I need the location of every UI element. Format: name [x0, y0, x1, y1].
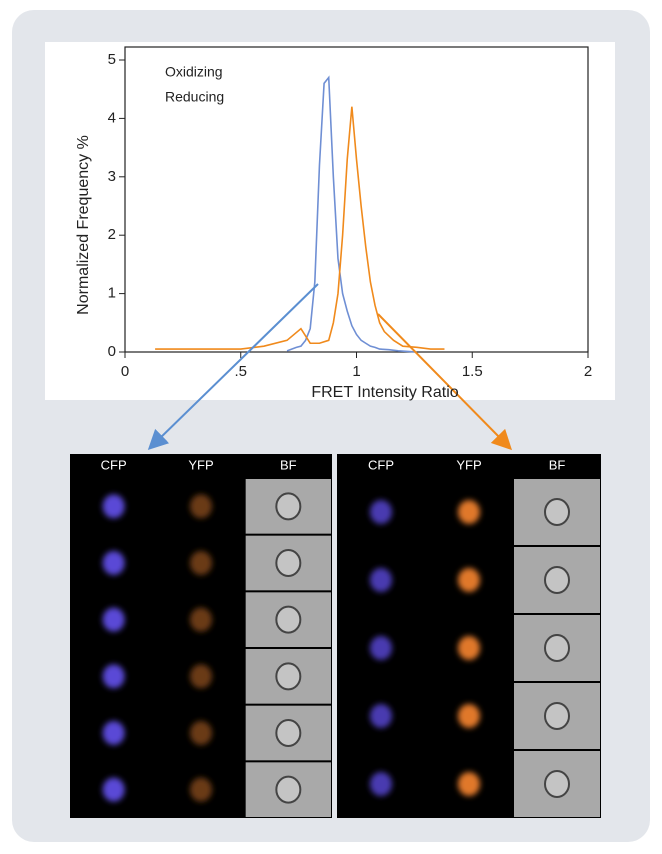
x-axis-title: FRET Intensity Ratio [311, 384, 458, 401]
bf-cell [275, 549, 302, 577]
yfp-cell [190, 777, 212, 802]
yfp-cell [190, 721, 212, 745]
cfp-cell [370, 704, 392, 728]
cfp-cell [370, 772, 392, 796]
bf-cell [544, 702, 570, 730]
cfp-cell [102, 721, 125, 745]
panel-header: BF [280, 457, 297, 472]
panel-header: YFP [188, 457, 213, 472]
x-tick-label: 0 [121, 363, 129, 380]
arrow [377, 313, 513, 451]
bf-cell [275, 662, 302, 691]
yfp-cell [190, 607, 212, 632]
yfp-cell [190, 664, 212, 689]
x-tick-label: .5 [234, 363, 247, 380]
y-tick-label: 5 [108, 51, 116, 68]
cfp-cell [370, 636, 392, 660]
x-tick-label: 1 [352, 363, 360, 380]
y-tick-label: 1 [108, 285, 116, 302]
x-tick-label: 2 [584, 363, 592, 380]
cfp-cell [102, 664, 125, 689]
bf-cell [544, 770, 570, 798]
bf-cell [544, 498, 570, 526]
y-tick-label: 3 [108, 168, 116, 185]
bf-cell [544, 566, 570, 594]
panel-header: CFP [368, 457, 394, 472]
panel-header: CFP [101, 457, 127, 472]
yfp-cell [458, 636, 480, 660]
yfp-cell [190, 494, 212, 519]
cfp-cell [102, 777, 125, 802]
bf-cell [544, 634, 570, 662]
cfp-cell [102, 551, 125, 575]
y-axis-title: Normalized Frequency % [75, 135, 92, 315]
yfp-cell [458, 704, 480, 728]
arrow [147, 283, 319, 450]
panel-header: BF [549, 457, 566, 472]
yfp-cell [458, 772, 480, 796]
y-tick-label: 2 [108, 226, 116, 243]
yfp-cell [458, 568, 480, 592]
cfp-cell [102, 607, 125, 632]
cfp-cell [370, 500, 392, 524]
y-tick-label: 0 [108, 343, 116, 360]
series-line [155, 106, 445, 350]
yfp-cell [190, 551, 212, 575]
yfp-cell [458, 500, 480, 524]
series-line [286, 75, 417, 353]
legend-label: Reducing [165, 89, 224, 105]
y-tick-label: 4 [108, 109, 116, 126]
bf-cell [275, 775, 302, 804]
panel-header: YFP [456, 457, 481, 472]
legend-label: Oxidizing [165, 64, 223, 80]
bf-cell [275, 719, 302, 747]
cfp-cell [370, 568, 392, 592]
cfp-cell [102, 494, 125, 519]
bf-cell [275, 605, 302, 634]
x-tick-label: 1.5 [462, 363, 483, 380]
bf-cell [275, 492, 302, 521]
